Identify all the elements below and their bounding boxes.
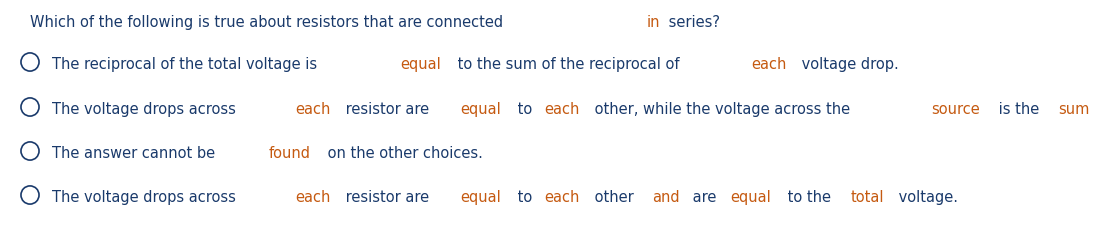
- Text: equal: equal: [400, 57, 440, 72]
- Text: The voltage drops across: The voltage drops across: [52, 189, 240, 204]
- Text: series?: series?: [663, 15, 720, 30]
- Text: resistor are: resistor are: [341, 102, 434, 116]
- Text: sum: sum: [1058, 102, 1090, 116]
- Text: The voltage drops across: The voltage drops across: [52, 102, 240, 116]
- Text: total: total: [850, 189, 884, 204]
- Text: The answer cannot be: The answer cannot be: [52, 145, 220, 160]
- Text: source: source: [931, 102, 980, 116]
- Text: in: in: [646, 15, 660, 30]
- Text: other: other: [589, 189, 638, 204]
- Text: each: each: [751, 57, 786, 72]
- Text: resistor are: resistor are: [341, 189, 434, 204]
- Text: voltage drop.: voltage drop.: [797, 57, 898, 72]
- Text: other, while the voltage across the: other, while the voltage across the: [589, 102, 855, 116]
- Text: each: each: [544, 189, 579, 204]
- Text: equal: equal: [460, 189, 502, 204]
- Text: equal: equal: [730, 189, 771, 204]
- Text: voltage.: voltage.: [894, 189, 957, 204]
- Text: and: and: [653, 189, 680, 204]
- Text: equal: equal: [460, 102, 502, 116]
- Text: is the: is the: [995, 102, 1044, 116]
- Text: each: each: [295, 102, 330, 116]
- Text: Which of the following is true about resistors that are connected: Which of the following is true about res…: [30, 15, 508, 30]
- Text: each: each: [295, 189, 330, 204]
- Text: found: found: [269, 145, 310, 160]
- Text: to: to: [513, 189, 537, 204]
- Text: on the other choices.: on the other choices.: [322, 145, 482, 160]
- Text: to the sum of the reciprocal of: to the sum of the reciprocal of: [453, 57, 684, 72]
- Text: The reciprocal of the total voltage is: The reciprocal of the total voltage is: [52, 57, 321, 72]
- Text: each: each: [544, 102, 579, 116]
- Text: to: to: [513, 102, 537, 116]
- Text: to the: to the: [783, 189, 835, 204]
- Text: are: are: [687, 189, 720, 204]
